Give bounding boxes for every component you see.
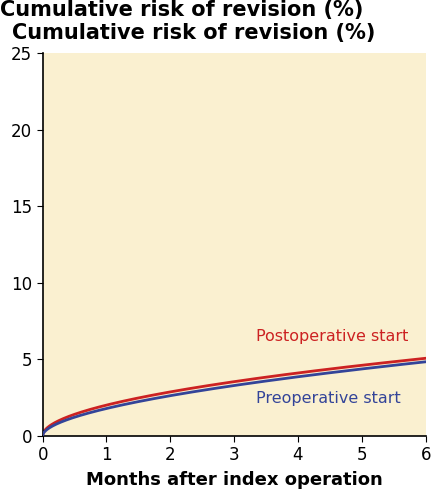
Text: Postoperative start: Postoperative start <box>256 328 409 344</box>
Text: Cumulative risk of revision (%): Cumulative risk of revision (%) <box>12 23 375 43</box>
Text: Preoperative start: Preoperative start <box>256 392 401 406</box>
X-axis label: Months after index operation: Months after index operation <box>86 471 382 489</box>
Text: Cumulative risk of revision (%): Cumulative risk of revision (%) <box>0 0 363 20</box>
